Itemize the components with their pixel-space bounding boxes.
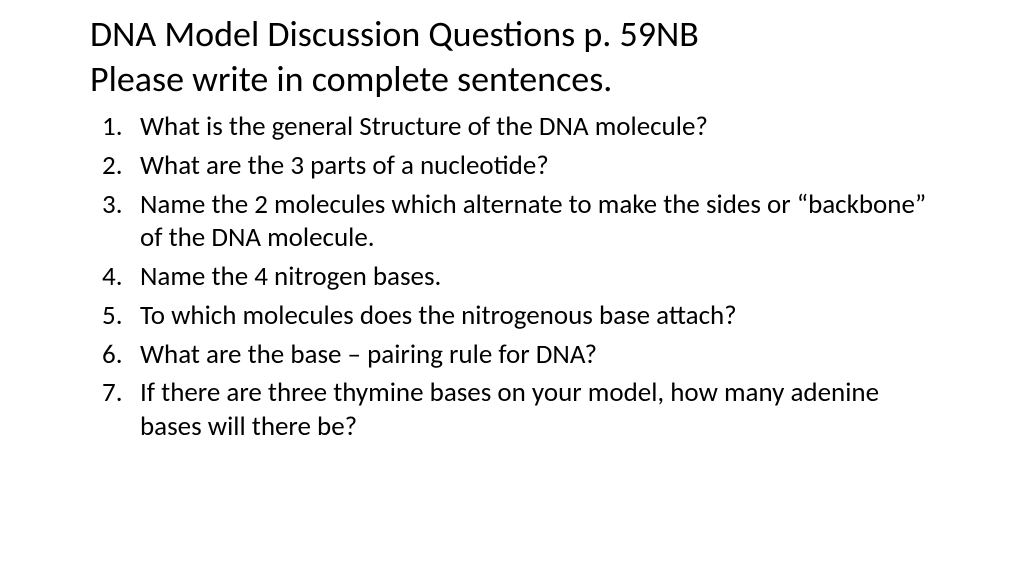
question-item: To which molecules does the nitrogenous … bbox=[90, 299, 934, 333]
question-item: Name the 2 molecules which alternate to … bbox=[90, 188, 934, 256]
page-title: DNA Model Discussion Questions p. 59NB P… bbox=[90, 12, 934, 102]
question-item: Name the 4 nitrogen bases. bbox=[90, 260, 934, 294]
questions-list: What is the general Structure of the DNA… bbox=[90, 110, 934, 444]
question-item: What are the 3 parts of a nucleotide? bbox=[90, 149, 934, 183]
title-line-1: DNA Model Discussion Questions p. 59NB bbox=[90, 12, 934, 57]
question-item: What is the general Structure of the DNA… bbox=[90, 110, 934, 144]
question-item: What are the base – pairing rule for DNA… bbox=[90, 338, 934, 372]
question-item: If there are three thymine bases on your… bbox=[90, 376, 934, 444]
title-line-2: Please write in complete sentences. bbox=[90, 57, 934, 102]
